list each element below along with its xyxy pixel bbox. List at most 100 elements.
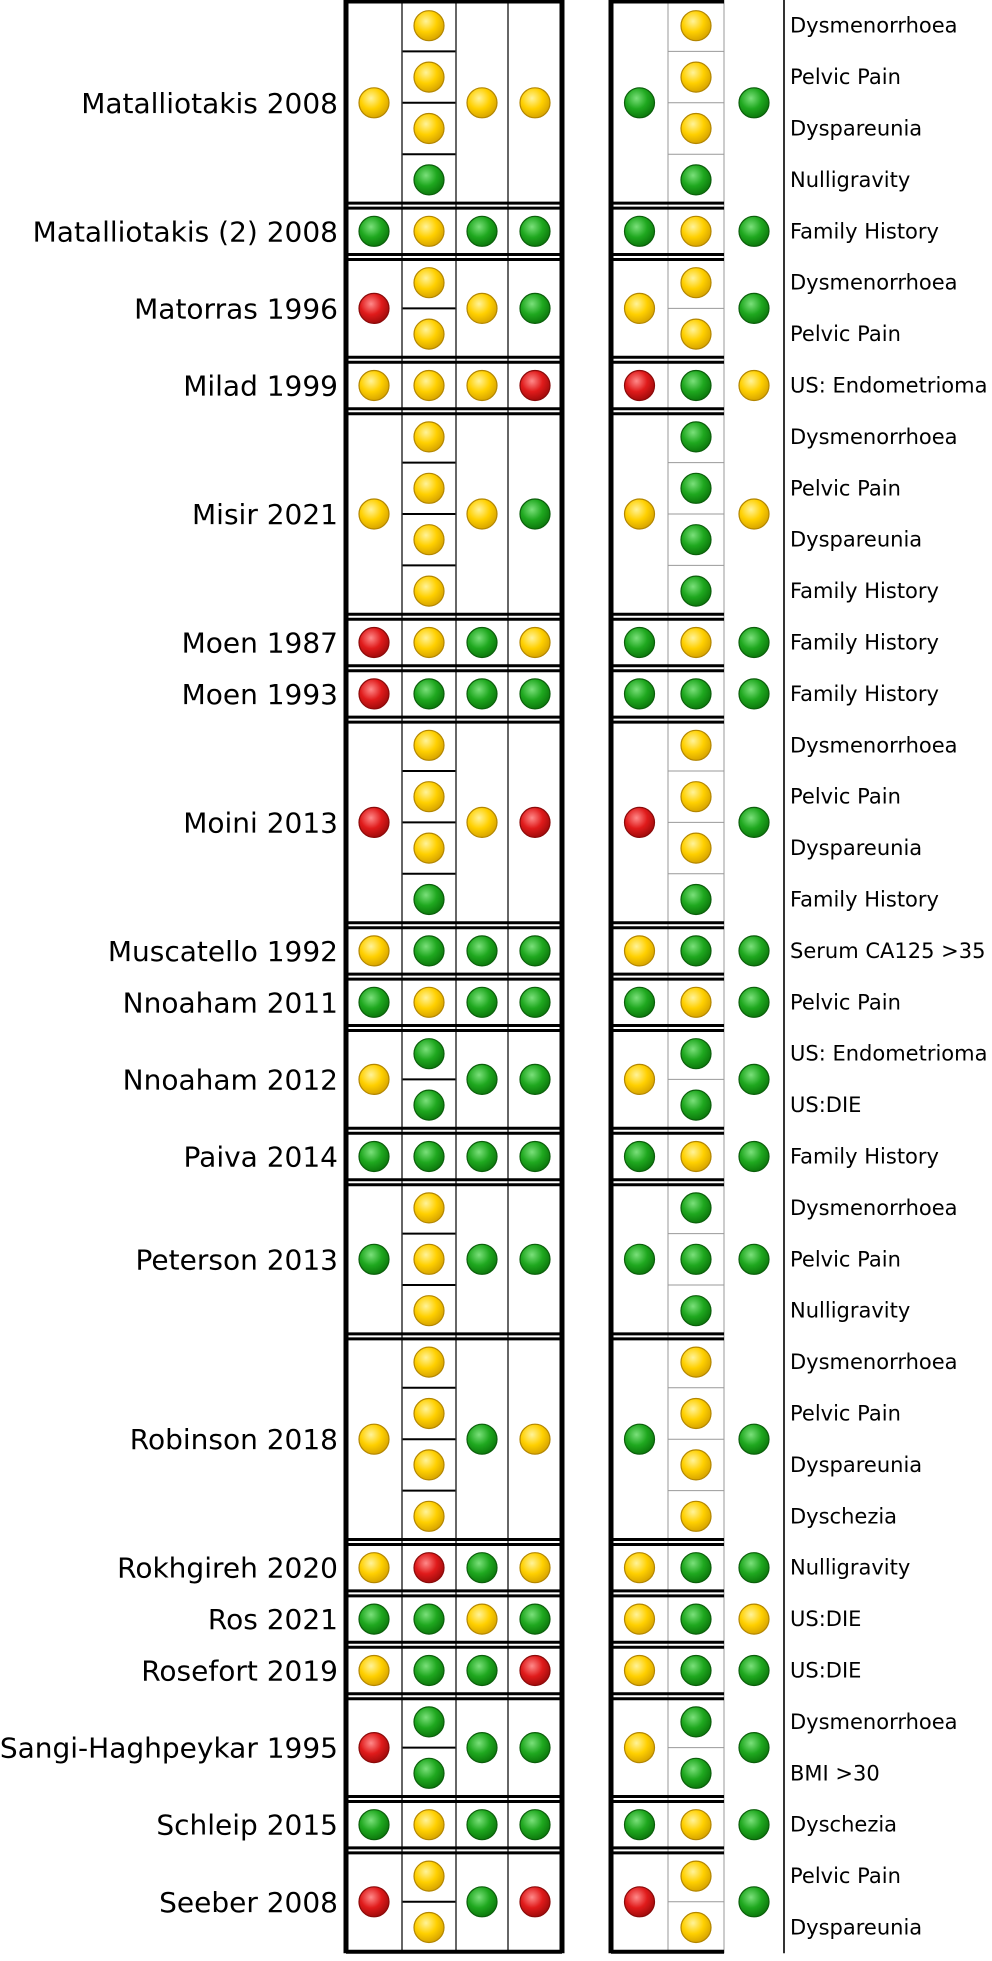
outcome-label: Dysmenorrhoea [790, 1196, 958, 1220]
rating-dot [358, 498, 390, 530]
rating-dot [623, 215, 656, 247]
rating-dot [413, 1552, 445, 1584]
rating-dot [623, 1552, 656, 1584]
rating-dot [466, 87, 498, 119]
rating-dot [680, 1500, 712, 1532]
rating-dot [519, 498, 551, 530]
outcome-label: Family History [790, 219, 939, 243]
outcome-label: Serum CA125 >35 [790, 939, 985, 963]
rating-dot [358, 1423, 390, 1455]
rating-dot [358, 935, 390, 967]
rating-dot [466, 1809, 498, 1841]
rating-dot [680, 1295, 712, 1327]
rating-dot [466, 986, 498, 1018]
rating-dot [358, 1243, 390, 1275]
rating-dot [680, 318, 712, 350]
rating-dot [680, 935, 712, 967]
rating-dot [413, 164, 445, 196]
rating-dot [738, 1731, 770, 1764]
rating-dot [466, 806, 498, 839]
rating-dot [358, 1063, 390, 1096]
rating-dot [519, 935, 551, 967]
rating-dot [413, 1654, 445, 1687]
rating-dot [680, 61, 712, 93]
rating-dot [623, 1140, 656, 1173]
rating-dot [680, 1706, 712, 1738]
study-label: Muscatello 1992 [108, 935, 338, 968]
rating-dot [466, 1886, 498, 1918]
outcome-label: Dyschezia [790, 1504, 897, 1528]
rating-dot [466, 1140, 498, 1173]
study-label: Peterson 2013 [136, 1243, 338, 1276]
rating-dot [680, 421, 712, 453]
rating-dot [413, 1038, 445, 1070]
rating-dot [738, 986, 770, 1018]
rating-dot [738, 1063, 770, 1096]
rating-dot [519, 1731, 551, 1764]
rating-dot [358, 1140, 390, 1173]
rating-dot [623, 626, 656, 659]
outcome-label: Pelvic Pain [790, 1864, 901, 1888]
study-label: Paiva 2014 [184, 1141, 338, 1174]
rating-dot [358, 1654, 390, 1687]
rating-dot [680, 1911, 712, 1944]
rating-dot [680, 729, 712, 761]
study-label: Matalliotakis 2008 [81, 87, 338, 120]
rating-dot [358, 87, 390, 119]
rating-dot [623, 369, 656, 402]
rating-dot [413, 1809, 445, 1841]
rating-dot [738, 1809, 770, 1841]
rating-dot [738, 1886, 770, 1918]
rating-dot [413, 318, 445, 350]
outcome-label: Pelvic Pain [790, 65, 901, 89]
outcome-label: Dyspareunia [790, 1916, 922, 1940]
rating-dot [519, 215, 551, 247]
rating-dot [738, 626, 770, 659]
rating-dot [680, 524, 712, 556]
rating-dot [519, 1886, 551, 1918]
rating-dot [358, 986, 390, 1018]
rating-dot [623, 1886, 656, 1918]
outcome-label: Dysmenorrhoea [790, 1710, 958, 1734]
outcome-label: US:DIE [790, 1607, 861, 1631]
rating-dot [413, 10, 445, 42]
rating-dot [413, 781, 445, 813]
rating-dot [413, 472, 445, 504]
study-label: Robinson 2018 [130, 1423, 338, 1456]
outcome-label: Pelvic Pain [790, 1402, 901, 1426]
rating-dot [680, 575, 712, 607]
outcome-label: Dyspareunia [790, 836, 922, 860]
outcome-label: Nulligravity [790, 168, 910, 192]
rating-dot [519, 1243, 551, 1275]
outcome-label: Dysmenorrhoea [790, 1350, 958, 1374]
rating-dot [680, 112, 712, 145]
study-label: Nnoaham 2011 [123, 986, 338, 1019]
rating-dot [623, 1243, 656, 1275]
rating-dot [623, 678, 656, 710]
rating-dot [680, 1192, 712, 1224]
rating-dot [738, 369, 770, 402]
rating-dot [413, 369, 445, 402]
outcome-label: US:DIE [790, 1093, 861, 1117]
study-label: Moini 2013 [183, 806, 338, 839]
rating-dot [680, 1860, 712, 1892]
rating-dot [623, 806, 656, 839]
study-label: Milad 1999 [183, 370, 338, 403]
rating-dot [623, 986, 656, 1018]
outcome-label: Family History [790, 888, 939, 912]
rating-dot [738, 1423, 770, 1455]
rating-dot [413, 832, 445, 864]
outcome-label: Nulligravity [790, 1299, 910, 1323]
rating-dot [623, 1654, 656, 1687]
rating-dot [358, 1809, 390, 1841]
rating-dot [466, 1243, 498, 1275]
rating-dot [358, 678, 390, 710]
rating-dot [413, 575, 445, 607]
rating-dot [466, 1552, 498, 1584]
rating-dot [680, 1243, 712, 1275]
rating-dot [680, 781, 712, 813]
rating-dot [738, 87, 770, 119]
rating-dot [738, 678, 770, 710]
outcome-label: Dyspareunia [790, 1453, 922, 1477]
